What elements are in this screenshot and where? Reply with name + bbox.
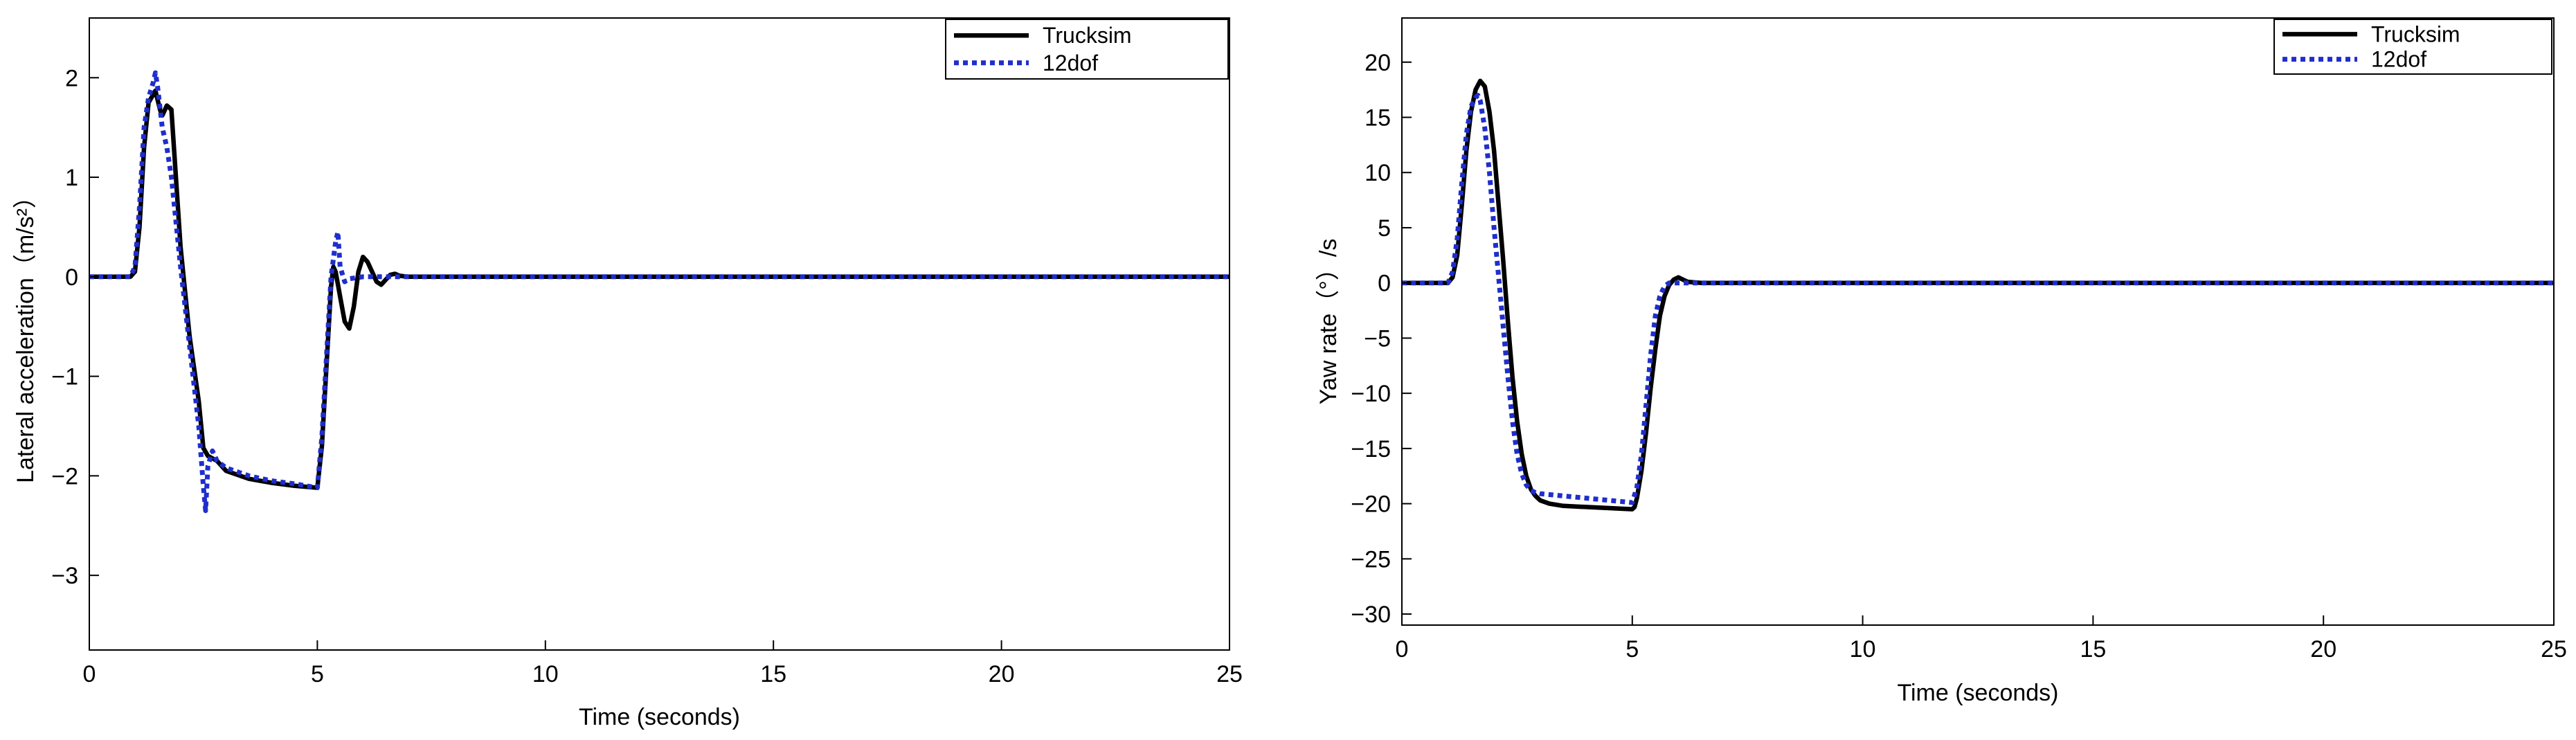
legend-label-12dof: 12dof — [2371, 47, 2426, 72]
y-tick-label: −5 — [1364, 325, 1391, 352]
y-tick-label: −1 — [51, 364, 78, 390]
series-line-trucksim — [89, 88, 1230, 490]
x-tick-label: 5 — [311, 661, 324, 687]
x-tick-label: 5 — [1625, 636, 1639, 662]
yaw-rate-chart: 0 5 10 15 20 25 20 15 10 5 0 −5 −10 −15 −20 −25 −30 Time … — [1315, 17, 2567, 706]
series-line-trucksim — [1402, 78, 2554, 512]
x-tick-label: 0 — [1396, 636, 1409, 662]
series-line-12dof — [1402, 93, 2554, 505]
y-tick-label: 2 — [65, 65, 78, 91]
legend-label-trucksim: Trucksim — [2371, 21, 2460, 46]
y-tick-label: 5 — [1378, 215, 1391, 242]
y-tick-label: −15 — [1351, 436, 1391, 462]
y-axis-label: Yaw rate（°）/s — [1315, 239, 1342, 405]
axes-frame — [89, 17, 1230, 651]
x-tick-label: 25 — [1216, 661, 1243, 687]
x-tick-label: 15 — [760, 661, 786, 687]
x-tick-label: 10 — [1850, 636, 1876, 662]
x-tick-label: 20 — [989, 661, 1015, 687]
x-tick-label: 10 — [532, 661, 559, 687]
x-axis-label: Time (seconds) — [579, 704, 740, 730]
x-tick-label: 15 — [2080, 636, 2106, 662]
y-tick-label: 1 — [65, 165, 78, 191]
x-axis-label: Time (seconds) — [1897, 680, 2058, 706]
y-tick-label: −2 — [51, 463, 78, 489]
y-tick-label: 0 — [65, 264, 78, 291]
y-tick-label: −25 — [1351, 546, 1391, 572]
y-tick-label: −30 — [1351, 602, 1391, 628]
legend-label-trucksim: Trucksim — [1043, 23, 1132, 48]
legend-box — [2273, 19, 2552, 75]
legend: Trucksim 12dof — [945, 19, 1229, 80]
series-line-12dof — [89, 70, 1230, 514]
x-tick-label: 25 — [2541, 636, 2567, 662]
x-tick-label: 0 — [83, 661, 96, 687]
y-tick-label: −10 — [1351, 381, 1391, 407]
y-tick-label: 10 — [1364, 160, 1391, 186]
y-tick-label: 20 — [1364, 50, 1391, 76]
y-tick-label: −3 — [51, 563, 78, 589]
y-axis-label: Lateral acceleration（m/s²） — [12, 185, 39, 483]
legend-box — [945, 19, 1229, 80]
y-tick-label: 15 — [1364, 105, 1391, 132]
y-tick-label: 0 — [1378, 271, 1391, 297]
legend-label-12dof: 12dof — [1043, 51, 1098, 75]
x-tick-label: 20 — [2310, 636, 2336, 662]
y-tick-label: −20 — [1351, 491, 1391, 518]
axes-frame — [1401, 17, 2555, 626]
